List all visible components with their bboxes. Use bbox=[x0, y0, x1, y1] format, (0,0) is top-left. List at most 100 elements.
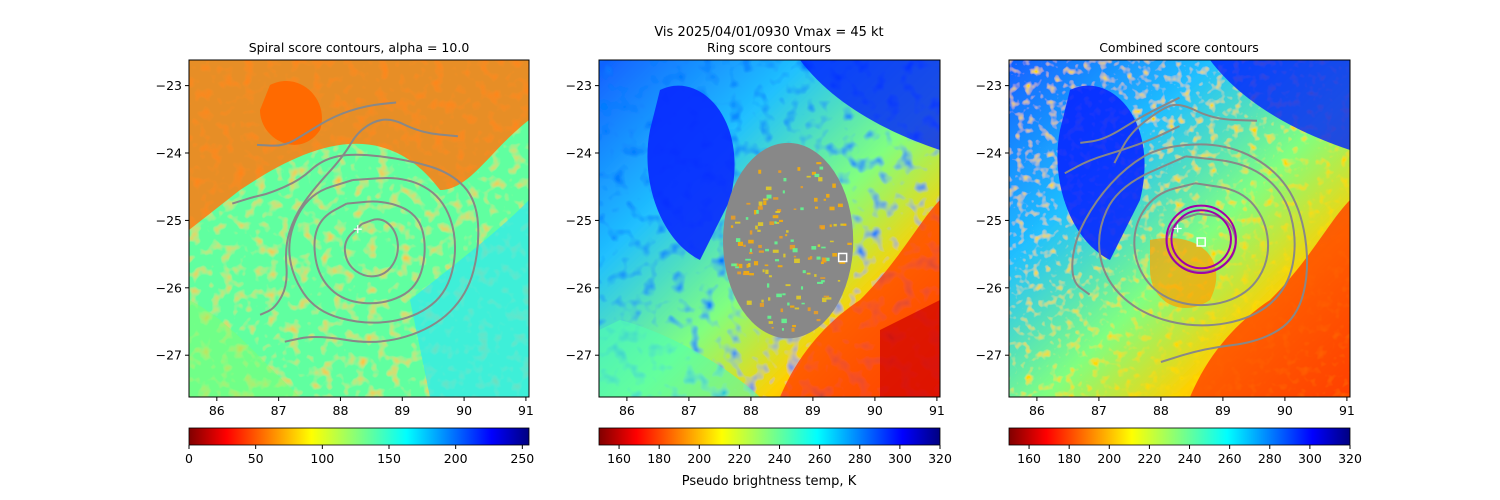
x-tick-label: 91 bbox=[929, 403, 945, 418]
ring-speckle bbox=[819, 225, 825, 229]
x-tick-label: 89 bbox=[1215, 403, 1231, 418]
ring-speckle bbox=[833, 223, 837, 227]
ring-speckle bbox=[749, 248, 752, 253]
x-tick-label: 86 bbox=[619, 403, 635, 418]
ring-speckle bbox=[759, 205, 762, 207]
ring-speckle bbox=[757, 206, 763, 210]
panel-combined: Combined score contours 86 87 88 89 90 91 −23… bbox=[976, 40, 1362, 466]
spiral-y-axis: −23 −24 −25 −26 −27 bbox=[156, 78, 189, 363]
ring-speckle bbox=[781, 318, 787, 324]
ring-speckle bbox=[746, 263, 749, 268]
ring-speckle bbox=[757, 222, 764, 226]
ring-speckle bbox=[822, 297, 827, 303]
panel-spiral: Spiral score contours, alpha = 10.0 86 87… bbox=[156, 40, 535, 466]
spiral-x-axis: 86 87 88 89 90 91 bbox=[209, 397, 534, 418]
ring-speckle bbox=[829, 206, 835, 211]
combined-y-axis: −23 −24 −25 −26 −27 bbox=[976, 78, 1009, 363]
colorbar-tick-label: 280 bbox=[1258, 451, 1282, 466]
x-tick-label: 89 bbox=[394, 403, 410, 418]
center-plus-marker bbox=[1173, 224, 1182, 233]
spiral-contours bbox=[231, 101, 480, 343]
ring-speckle bbox=[775, 222, 780, 224]
contour-line bbox=[1113, 103, 1258, 164]
colorbar-tick-label: 180 bbox=[647, 451, 671, 466]
ring-speckle bbox=[758, 250, 764, 253]
ring-speckle bbox=[801, 302, 805, 305]
ring-speckle bbox=[783, 177, 787, 182]
ring-speckle bbox=[748, 239, 754, 244]
ring-speckle bbox=[757, 229, 761, 232]
ring-speckle bbox=[742, 273, 748, 275]
contour-line bbox=[313, 200, 426, 305]
combined-position-circles bbox=[1165, 204, 1237, 274]
x-tick-label: 88 bbox=[1153, 403, 1169, 418]
ring-speckle bbox=[806, 272, 811, 275]
x-tick-label: 91 bbox=[1339, 403, 1355, 418]
position-circle bbox=[1170, 209, 1232, 270]
ring-speckle bbox=[743, 244, 746, 247]
ring-speckle bbox=[758, 201, 763, 206]
ring-speckle bbox=[778, 170, 782, 173]
ring-speckle bbox=[749, 252, 753, 255]
ring-speckle bbox=[783, 253, 786, 258]
x-tick-label: 88 bbox=[743, 403, 759, 418]
combined-colorbar: 160 180 200 220 240 260 280 300 320 bbox=[1008, 427, 1362, 466]
ring-speckle bbox=[780, 308, 784, 313]
colorbar-tick-label: 200 bbox=[444, 451, 468, 466]
ring-speckle bbox=[753, 261, 759, 266]
ring-speckle bbox=[762, 198, 769, 201]
ring-speckle bbox=[847, 242, 852, 245]
ring-speckle bbox=[763, 200, 767, 205]
x-tick-label: 90 bbox=[867, 403, 883, 418]
contour-line bbox=[343, 218, 399, 278]
ring-speckle bbox=[786, 230, 789, 233]
ring-speckle bbox=[774, 241, 778, 245]
ring-speckle bbox=[759, 302, 765, 307]
y-tick-label: −25 bbox=[976, 213, 1002, 228]
y-tick-label: −23 bbox=[156, 78, 182, 93]
y-tick-label: −27 bbox=[156, 348, 182, 363]
ring-speckle bbox=[778, 219, 783, 223]
ring-speckle bbox=[773, 197, 779, 200]
ring-speckle bbox=[794, 258, 800, 264]
center-square-marker bbox=[837, 252, 848, 263]
colorbar-tick-label: 280 bbox=[848, 451, 872, 466]
y-tick-label: −25 bbox=[566, 213, 592, 228]
panel-ring: Ring score contours 86 87 88 89 90 91 −23−24−… bbox=[566, 40, 952, 489]
x-tick-label: 90 bbox=[456, 403, 472, 418]
ring-speckle bbox=[800, 207, 804, 211]
spiral-markers bbox=[353, 225, 362, 234]
contour-line bbox=[288, 177, 457, 324]
colorbar-tick-label: 100 bbox=[310, 451, 334, 466]
ring-speckle bbox=[746, 202, 751, 205]
ring-colorbar: 160 180 200 220 240 260 280 300 320 bbox=[598, 427, 952, 466]
colorbar-tick-label: 240 bbox=[1178, 451, 1202, 466]
ring-speckle bbox=[814, 173, 820, 178]
ring-speckle bbox=[790, 239, 794, 242]
ring-speckle bbox=[753, 209, 757, 215]
ring-speckle bbox=[768, 321, 774, 324]
ring-speckle bbox=[837, 203, 843, 208]
ring-speckle bbox=[825, 297, 832, 300]
colorbar-tick-label: 260 bbox=[1218, 451, 1242, 466]
ring-score-disc bbox=[723, 142, 854, 339]
ring-speckle bbox=[766, 283, 770, 288]
y-tick-label: −23 bbox=[976, 78, 1002, 93]
x-tick-label: 91 bbox=[518, 403, 534, 418]
y-tick-label: −25 bbox=[156, 213, 182, 228]
ring-speckle bbox=[837, 279, 841, 282]
position-circle bbox=[1165, 204, 1237, 274]
ring-speckle bbox=[748, 262, 751, 268]
colorbar-tick-label: 180 bbox=[1057, 451, 1081, 466]
contour-line bbox=[1133, 182, 1270, 307]
ring-speckle bbox=[816, 256, 821, 260]
ring-x-axis: 86 87 88 89 90 91 bbox=[619, 397, 945, 418]
x-tick-label: 87 bbox=[271, 403, 287, 418]
ring-speckle bbox=[765, 269, 769, 274]
ring-speckle bbox=[735, 238, 741, 242]
colorbar-tick-label: 50 bbox=[248, 451, 264, 466]
x-tick-label: 89 bbox=[805, 403, 821, 418]
ring-speckle bbox=[765, 248, 769, 252]
y-tick-label: −24 bbox=[566, 146, 592, 161]
